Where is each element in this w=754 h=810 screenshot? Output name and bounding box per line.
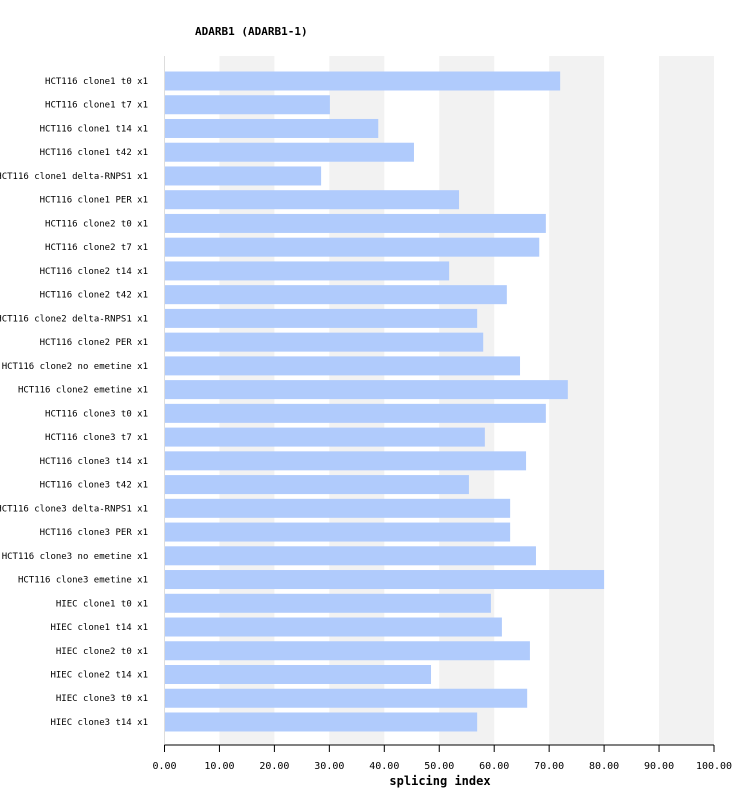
bar (164, 641, 530, 661)
category-label: HIEC clone3 t14 x1 (50, 718, 148, 728)
bar (164, 237, 540, 257)
category-label: HCT116 clone2 delta-RNPS1 x1 (0, 314, 148, 324)
x-tick-label: 40.00 (369, 761, 399, 772)
category-label: HCT116 clone2 PER x1 (40, 338, 148, 348)
bar (164, 190, 460, 210)
bar (164, 475, 469, 495)
category-label: HCT116 clone3 PER x1 (40, 528, 148, 538)
category-label: HCT116 clone3 t14 x1 (40, 457, 148, 467)
category-label: HCT116 clone2 t42 x1 (40, 291, 148, 301)
bar (164, 498, 511, 518)
category-label: HCT116 clone3 t0 x1 (45, 409, 148, 419)
category-label: HCT116 clone1 t14 x1 (40, 124, 148, 134)
category-label: HCT116 clone2 t14 x1 (40, 267, 148, 277)
bar (164, 451, 527, 471)
bar (164, 308, 478, 328)
bar (164, 166, 322, 186)
x-tick-label: 100.00 (696, 761, 732, 772)
category-label: HCT116 clone1 PER x1 (40, 196, 148, 206)
category-label: HCT116 clone2 no emetine x1 (2, 362, 148, 372)
bar (164, 142, 414, 162)
bar (164, 356, 521, 376)
bar (164, 285, 507, 305)
bar (164, 261, 450, 281)
bar (164, 213, 546, 233)
bar (164, 403, 546, 423)
category-label: HCT116 clone3 t42 x1 (40, 481, 148, 491)
x-tick-label: 70.00 (534, 761, 564, 772)
category-label: HCT116 clone1 t0 x1 (45, 77, 148, 87)
category-label: HCT116 clone2 emetine x1 (18, 386, 148, 396)
bar (164, 71, 561, 91)
x-tick-label: 20.00 (259, 761, 289, 772)
bar (164, 570, 605, 590)
bar (164, 546, 536, 566)
category-label: HCT116 clone2 t0 x1 (45, 219, 148, 229)
x-tick-label: 10.00 (204, 761, 234, 772)
grid-band (549, 56, 605, 745)
category-label: HCT116 clone3 t7 x1 (45, 433, 148, 443)
bar (164, 380, 568, 400)
bar (164, 95, 330, 115)
bar (164, 427, 485, 447)
bar (164, 665, 432, 684)
x-tick-label: 80.00 (589, 761, 619, 772)
category-label: HCT116 clone3 emetine x1 (18, 576, 148, 586)
category-label: HCT116 clone1 t7 x1 (45, 101, 148, 111)
category-label: HIEC clone2 t14 x1 (50, 671, 148, 681)
bar (164, 522, 511, 542)
category-label: HCT116 clone3 delta-RNPS1 x1 (0, 504, 148, 514)
grid-band (659, 56, 714, 745)
category-label: HIEC clone2 t0 x1 (56, 647, 148, 657)
x-tick-label: 90.00 (644, 761, 674, 772)
bar (164, 332, 484, 352)
x-tick-label: 60.00 (479, 761, 509, 772)
category-label: HIEC clone3 t0 x1 (56, 694, 148, 704)
category-label: HCT116 clone1 t42 x1 (40, 148, 148, 158)
chart-title: ADARB1 (ADARB1-1) (195, 25, 308, 38)
x-tick-label: 0.00 (152, 761, 176, 772)
category-label: HCT116 clone1 delta-RNPS1 x1 (0, 172, 148, 182)
category-label: HIEC clone1 t14 x1 (50, 623, 148, 633)
category-label: HCT116 clone2 t7 x1 (45, 243, 148, 253)
category-label: HIEC clone1 t0 x1 (56, 599, 148, 609)
x-axis-label: splicing index (389, 774, 490, 788)
category-label: HCT116 clone3 no emetine x1 (2, 552, 148, 562)
x-tick-label: 50.00 (424, 761, 454, 772)
bar (164, 617, 502, 637)
bar (164, 118, 379, 138)
x-tick-label: 30.00 (314, 761, 344, 772)
bar (164, 688, 528, 708)
bar (164, 593, 491, 613)
bar (164, 712, 478, 732)
